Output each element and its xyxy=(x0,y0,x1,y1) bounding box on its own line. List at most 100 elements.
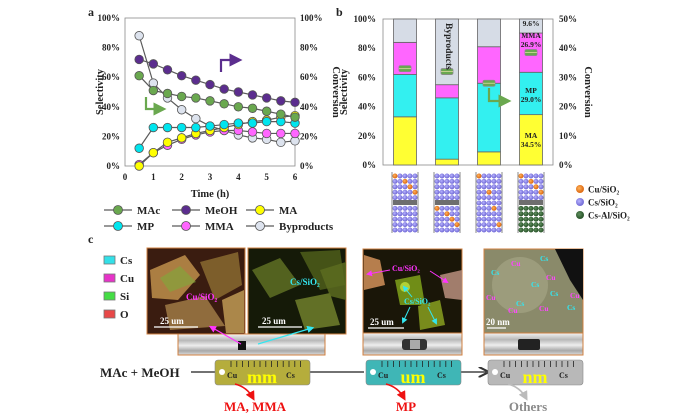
cs-al-sio2-particle xyxy=(518,205,524,211)
data-point-meoh xyxy=(247,90,258,100)
quartz-wool-separator xyxy=(519,200,543,205)
eds-map-mixed-um: Cu/SiO₂ Cs/SiO₂ 25 um xyxy=(362,248,463,334)
data-point-mac xyxy=(276,109,286,119)
x-tick-label: 3 xyxy=(208,172,213,182)
cu-sio2-particle xyxy=(454,222,460,228)
cs-sio2-particle xyxy=(397,184,403,190)
cs-sio2-particle xyxy=(496,216,502,222)
cs-sio2-particle xyxy=(402,189,408,195)
cs-sio2-particle xyxy=(454,189,460,195)
cs-sio2-particle xyxy=(397,173,403,179)
cs-sio2-particle xyxy=(397,222,403,228)
element-legend-label: Si xyxy=(120,291,129,303)
bar-label-byproducts: Byproducts xyxy=(443,23,453,70)
cs-sio2-particle xyxy=(407,173,413,179)
cs-sio2-particle xyxy=(397,211,403,217)
cs-sio2-particle xyxy=(533,178,539,184)
element-label-cs: Cs xyxy=(550,289,558,298)
element-label-cu: Cu xyxy=(511,259,521,268)
cs-sio2-particle xyxy=(412,173,418,179)
cs-sio2-particle xyxy=(439,178,445,184)
cs-sio2-particle xyxy=(476,200,482,206)
bar-segment-byproducts xyxy=(519,18,543,34)
cs-sio2-particle xyxy=(392,222,398,228)
cs-sio2-particle xyxy=(533,195,539,201)
cs-sio2-particle xyxy=(449,205,455,211)
element-label-cs: Cs xyxy=(491,268,499,277)
cs-sio2-particle xyxy=(439,195,445,201)
cs-sio2-particle xyxy=(402,184,408,190)
cs-sio2-particle xyxy=(454,205,460,211)
cs-sio2-particle xyxy=(407,211,413,217)
cs-sio2-particle xyxy=(518,189,524,195)
y-tick-label: 20% xyxy=(358,131,376,141)
cs-sio2-particle xyxy=(496,227,502,233)
bar4-mma-value: 26.9% xyxy=(521,40,542,49)
data-point-meoh xyxy=(162,65,173,75)
x-tick-label: 0 xyxy=(123,172,128,182)
cs-sio2-particle xyxy=(528,184,534,190)
cs-sio2-particle xyxy=(392,211,398,217)
cs-sio2-particle xyxy=(402,216,408,222)
cs-al-sio2-particle xyxy=(533,211,539,217)
cs-sio2-particle xyxy=(538,195,544,201)
cs-sio2-particle xyxy=(434,216,440,222)
data-point-mp xyxy=(261,116,272,127)
y2-tick-label: 30% xyxy=(559,72,577,82)
cs-sio2-particle xyxy=(476,205,482,211)
cu-sio2-particle xyxy=(538,189,544,195)
y2-tick-label: 20% xyxy=(300,131,318,141)
element-label-cs: Cs xyxy=(516,299,524,308)
cs-sio2-particle xyxy=(439,189,445,195)
cs-sio2-particle xyxy=(481,211,487,217)
catalyst-bed-schematic-3 xyxy=(475,172,503,233)
cs-sio2-particle xyxy=(454,178,460,184)
cs-al-sio2-particle xyxy=(528,216,534,222)
cs-sio2-particle xyxy=(392,227,398,233)
cs-sio2-particle xyxy=(481,205,487,211)
quartz-wool-separator xyxy=(393,200,417,205)
cu-sio2-particle xyxy=(449,216,455,222)
cu-sio2-particle xyxy=(496,222,502,228)
y-tick-label: 80% xyxy=(102,43,120,53)
cs-sio2-particle xyxy=(496,200,502,206)
cs-sio2-particle xyxy=(397,189,403,195)
cs-sio2-particle xyxy=(392,216,398,222)
data-point-mac xyxy=(290,112,300,122)
cs-sio2-particle xyxy=(486,178,492,184)
cs-sio2-particle xyxy=(407,227,413,233)
image-label-cs-sio2: Cs/SiO₂ xyxy=(290,277,320,287)
cartridge-hole xyxy=(219,369,225,375)
cs-al-sio2-particle xyxy=(523,211,529,217)
cs-sio2-particle xyxy=(481,184,487,190)
cs-sio2-particle xyxy=(434,184,440,190)
conversion-arrow-mac xyxy=(144,97,167,116)
legend-label-byproducts: Byproducts xyxy=(279,221,334,233)
cs-sio2-particle xyxy=(449,195,455,201)
eds-map-cs-sio2: Cs/SiO₂ 25 um xyxy=(247,247,347,335)
cs-sio2-particle xyxy=(454,195,460,201)
y2-tick-label: 0% xyxy=(300,161,314,171)
catalyst-cartridge-um: Cu um Cs MP xyxy=(365,359,462,414)
cs-sio2-particle xyxy=(476,184,482,190)
data-point-meoh xyxy=(219,84,229,94)
catalyst-cartridge-nm: Cu nm Cs Others xyxy=(487,359,584,414)
cs-sio2-particle xyxy=(412,205,418,211)
data-point-meoh xyxy=(148,59,159,69)
data-point-meoh xyxy=(176,71,187,81)
cartridge-body xyxy=(487,359,584,386)
bar-segment-byproducts xyxy=(435,18,459,86)
cs-sio2-particle xyxy=(412,216,418,222)
panel-label-c: c xyxy=(88,232,94,246)
catalyst-bed-schematic-4 xyxy=(517,172,545,233)
element-legend-swatch-o xyxy=(103,309,116,319)
cs-sio2-particle xyxy=(496,195,502,201)
cu-sio2-particle xyxy=(486,189,492,195)
panel-b: b 0% 20% 40% 60% 80% 100% 0% 10% 20% 30% 40% 50% Se… xyxy=(336,5,630,233)
element-label-cs: Cs xyxy=(531,280,539,289)
cs-al-sio2-particle xyxy=(523,227,529,233)
element-legend-label: Cu xyxy=(120,273,134,285)
cartridge-right-label: Cs xyxy=(437,371,446,380)
